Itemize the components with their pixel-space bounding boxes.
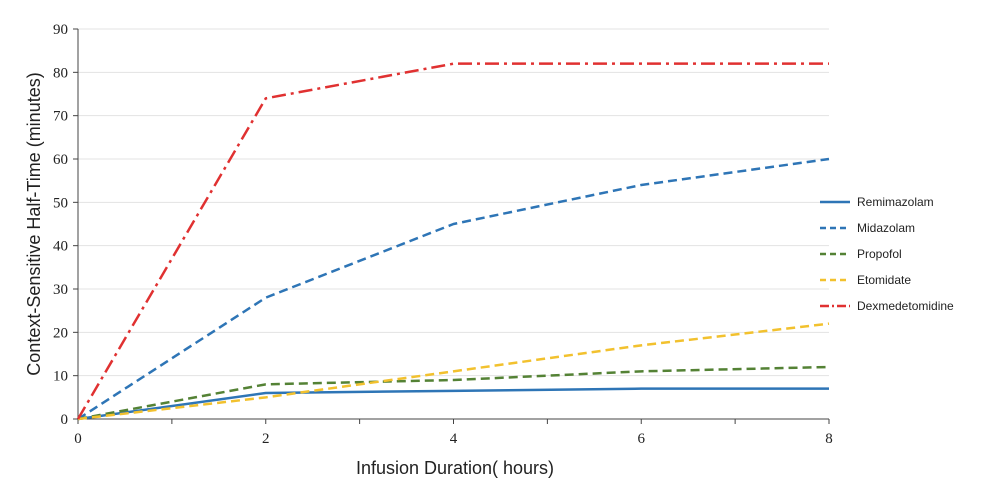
legend-label: Etomidate [857,273,911,287]
y-tick-label: 40 [53,239,68,255]
y-tick-label: 10 [53,369,68,385]
y-tick-label: 80 [53,65,68,81]
x-tick-label: 8 [825,431,833,447]
x-axis-title: Infusion Duration( hours) [356,458,554,478]
legend-label: Remimazolam [857,195,934,209]
y-tick-label: 30 [53,282,68,298]
y-tick-label: 60 [53,152,68,168]
legend-label: Dexmedetomidine [857,299,954,313]
series-line-midazolam [77,157,830,421]
y-tick-label: 70 [53,109,68,125]
legend: Remimazolam Midazolam Propofol Etomidate Dex… [820,195,954,313]
legend-label: Midazolam [857,221,915,235]
series-line-etomidate [77,322,830,421]
y-tick-label: 0 [61,412,69,428]
series-line-propofol [77,365,830,421]
axes: 0 10 20 30 40 50 60 70 80 90 0 2 4 6 8 [53,22,833,447]
x-tick-label: 4 [450,431,458,447]
legend-label: Propofol [857,247,902,261]
series-lines [76,62,830,421]
series-line-dexmedetomidine [76,62,829,420]
grid-lines [78,28,829,377]
series-line-remimazolam [77,387,829,421]
x-tick-label: 2 [262,431,270,447]
x-tick-label: 0 [74,431,82,447]
y-tick-label: 50 [53,195,68,211]
y-axis-title: Context-Sensitive Half-Time (minutes) [24,72,44,375]
y-tick-label: 20 [53,325,68,341]
y-tick-label: 90 [53,22,68,38]
x-tick-label: 6 [638,431,646,447]
